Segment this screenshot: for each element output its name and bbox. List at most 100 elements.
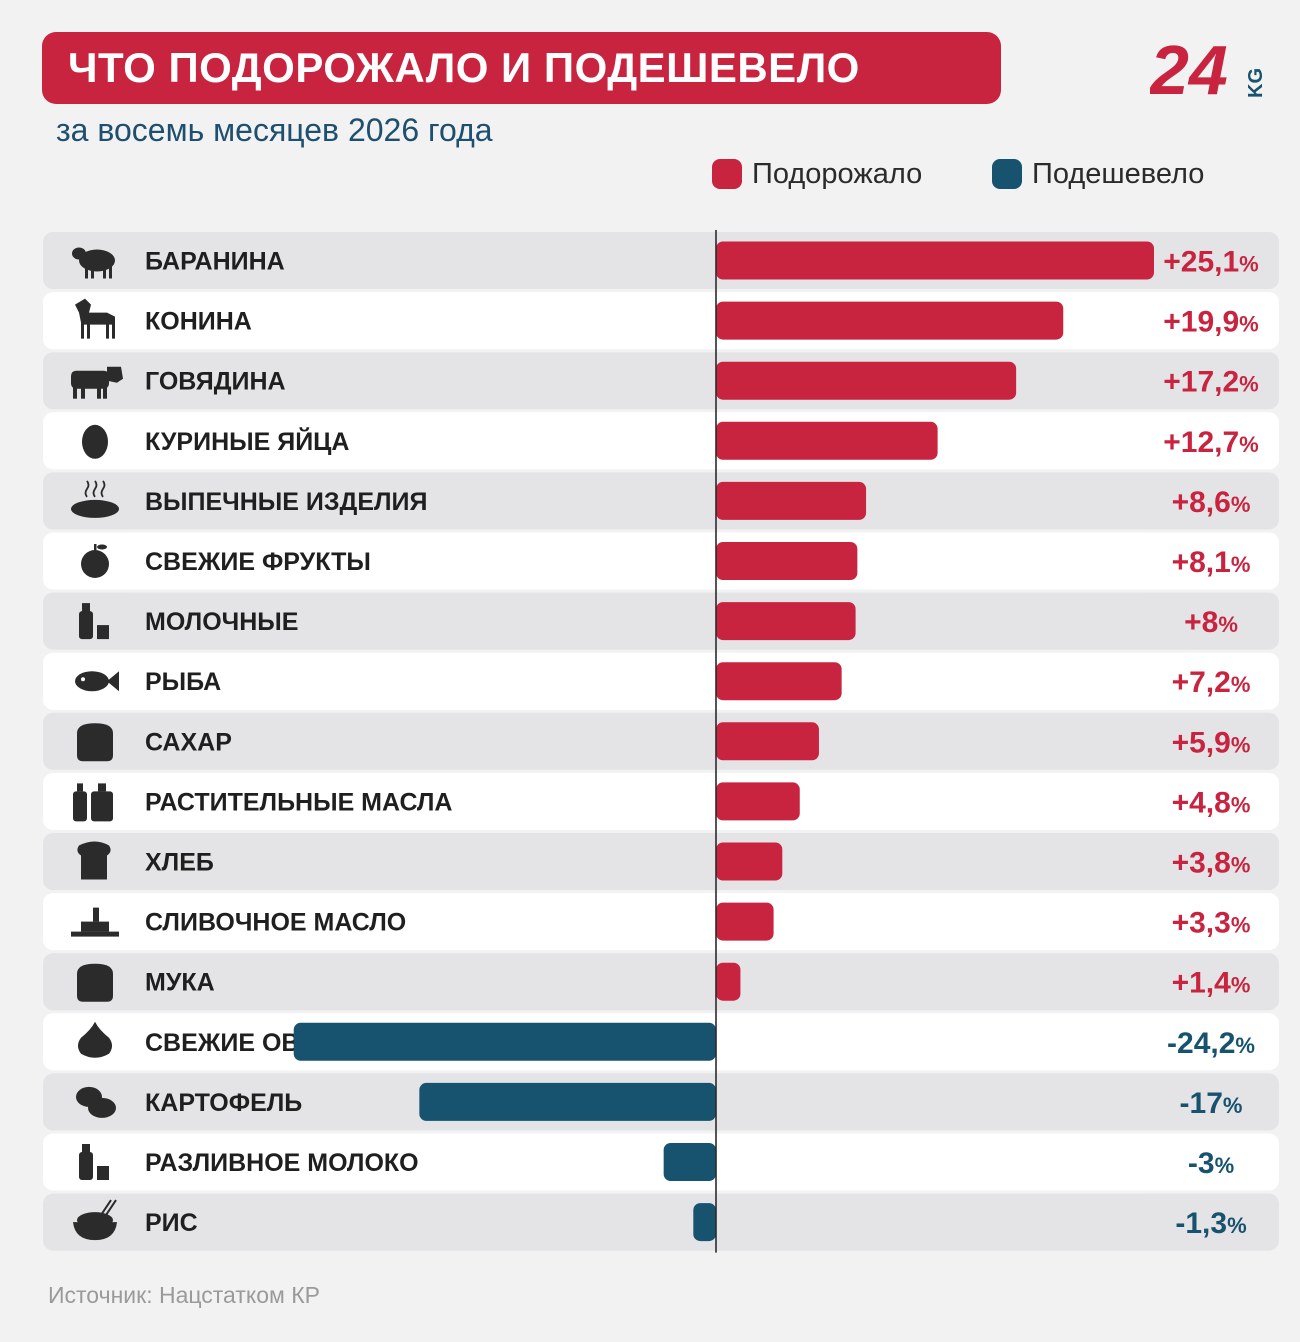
category-label: РЫБА — [145, 668, 221, 696]
chart-row: ГОВЯДИНА +17,2% — [43, 352, 1279, 410]
milk-icon — [79, 1144, 109, 1180]
data-label: +5,9% — [1172, 726, 1251, 759]
bar — [716, 962, 741, 1001]
category-label: КОНИНА — [145, 308, 252, 336]
egg-icon — [82, 424, 108, 459]
sugar-sack-icon — [77, 723, 113, 762]
bar — [419, 1082, 716, 1121]
category-label: СВЕЖИЕ ФРУКТЫ — [145, 548, 371, 576]
page-title-text: ЧТО ПОДОРОЖАЛО И ПОДЕШЕВЕЛО — [68, 44, 860, 91]
cow-icon — [71, 366, 123, 399]
data-label: +25,1% — [1163, 246, 1258, 279]
category-label: САХАР — [145, 728, 232, 756]
dairy-icon — [79, 603, 109, 640]
bar — [716, 542, 858, 580]
bakery-icon — [71, 480, 119, 518]
data-label: +8% — [1184, 606, 1238, 639]
butter-icon — [71, 907, 119, 937]
chart-row: БАРАНИНА +25,1% — [43, 232, 1279, 289]
row-background — [43, 412, 1279, 470]
category-label: ГОВЯДИНА — [145, 368, 286, 396]
legend-item-down: Подешевело — [992, 156, 1204, 192]
bar — [716, 241, 1154, 280]
row-background — [43, 532, 1279, 590]
chart-row: ВЫПЕЧНЫЕ ИЗДЕЛИЯ +8,6% — [43, 472, 1279, 530]
chart-row: СВЕЖИЕ ОВОЩИ -24,2% — [43, 1013, 1279, 1071]
garlic-icon — [78, 1021, 112, 1058]
data-label: +8,6% — [1172, 486, 1251, 519]
bar — [663, 1143, 716, 1181]
data-label: +19,9% — [1163, 306, 1258, 339]
bar — [716, 421, 938, 460]
bar — [716, 842, 783, 881]
row-background — [43, 772, 1279, 830]
row-background — [43, 953, 1279, 1011]
chart-row: САХАР +5,9% — [43, 712, 1279, 770]
bar — [716, 301, 1064, 340]
row-background — [43, 1193, 1279, 1251]
data-label: +7,2% — [1172, 666, 1251, 699]
chart-row: КОНИНА +19,9% — [43, 292, 1279, 350]
fish-icon — [75, 671, 119, 692]
data-label: +4,8% — [1172, 786, 1251, 819]
row-background — [43, 472, 1279, 530]
sheep-icon — [72, 247, 115, 279]
horse-icon — [75, 298, 115, 339]
source-note: Источник: Нацстатком КР — [48, 1282, 320, 1308]
data-label: +12,7% — [1163, 426, 1258, 459]
legend-swatch-up — [712, 159, 742, 189]
legend-label-up: Подорожало — [752, 157, 923, 190]
chart-row: РЫБА +7,2% — [43, 652, 1279, 710]
chart-row: ХЛЕБ +3,8% — [43, 833, 1279, 890]
bar — [716, 902, 774, 941]
category-label: БАРАНИНА — [145, 248, 285, 276]
category-label: КУРИНЫЕ ЯЙЦА — [145, 426, 349, 456]
row-background — [43, 592, 1279, 650]
bar — [716, 481, 867, 520]
chart-row: РАЗЛИВНОЕ МОЛОКО -3% — [43, 1133, 1279, 1191]
legend-label-down: Подешевело — [1032, 157, 1205, 190]
chart-row: СЛИВОЧНОЕ МАСЛО +3,3% — [43, 893, 1279, 951]
data-label: -24,2% — [1167, 1027, 1255, 1060]
brand-logo: 24 KG — [1150, 32, 1267, 104]
chart-row: КУРИНЫЕ ЯЙЦА +12,7% — [43, 412, 1279, 470]
data-label: -1,3% — [1175, 1207, 1246, 1240]
category-label: МУКА — [145, 969, 215, 997]
category-label: РИС — [145, 1209, 198, 1237]
row-background — [43, 712, 1279, 770]
data-label: +3,3% — [1172, 907, 1251, 940]
chart-row: МОЛОЧНЫЕ +8% — [43, 592, 1279, 650]
chart-row: СВЕЖИЕ ФРУКТЫ +8,1% — [43, 532, 1279, 590]
logo-suffix: KG — [1245, 68, 1267, 98]
bar — [716, 602, 856, 641]
category-label: КАРТОФЕЛЬ — [145, 1089, 302, 1117]
bread-icon — [77, 841, 111, 880]
row-background — [43, 833, 1279, 890]
data-label: +8,1% — [1172, 546, 1251, 579]
bar — [716, 662, 842, 701]
chart-row: РАСТИТЕЛЬНЫЕ МАСЛА +4,8% — [43, 772, 1279, 830]
bar — [716, 782, 800, 821]
category-label: РАЗЛИВНОЕ МОЛОКО — [145, 1149, 419, 1177]
page-subtitle: за восемь месяцев 2026 года — [56, 112, 493, 148]
category-label: ХЛЕБ — [145, 849, 214, 877]
legend-item-up: Подорожало — [712, 156, 922, 192]
chart-row: РИС -1,3% — [43, 1193, 1279, 1251]
row-background — [43, 1133, 1279, 1191]
chart-row: МУКА +1,4% — [43, 953, 1279, 1011]
row-background — [43, 652, 1279, 710]
row-background — [43, 893, 1279, 951]
data-label: +3,8% — [1172, 847, 1251, 880]
potato-icon — [76, 1086, 116, 1118]
logo-text: 24 — [1150, 32, 1228, 104]
oil-bottles-icon — [73, 783, 113, 822]
category-label: РАСТИТЕЛЬНЫЕ МАСЛА — [145, 788, 452, 816]
legend-swatch-down — [992, 159, 1022, 189]
bar — [716, 722, 819, 761]
data-label: -3% — [1188, 1147, 1234, 1180]
page-title: ЧТО ПОДОРОЖАЛО И ПОДЕШЕВЕЛО — [42, 32, 1001, 104]
category-label: ВЫПЕЧНЫЕ ИЗДЕЛИЯ — [145, 488, 427, 516]
data-label: +17,2% — [1163, 366, 1258, 399]
bar — [693, 1203, 716, 1242]
apple-icon — [81, 544, 109, 578]
